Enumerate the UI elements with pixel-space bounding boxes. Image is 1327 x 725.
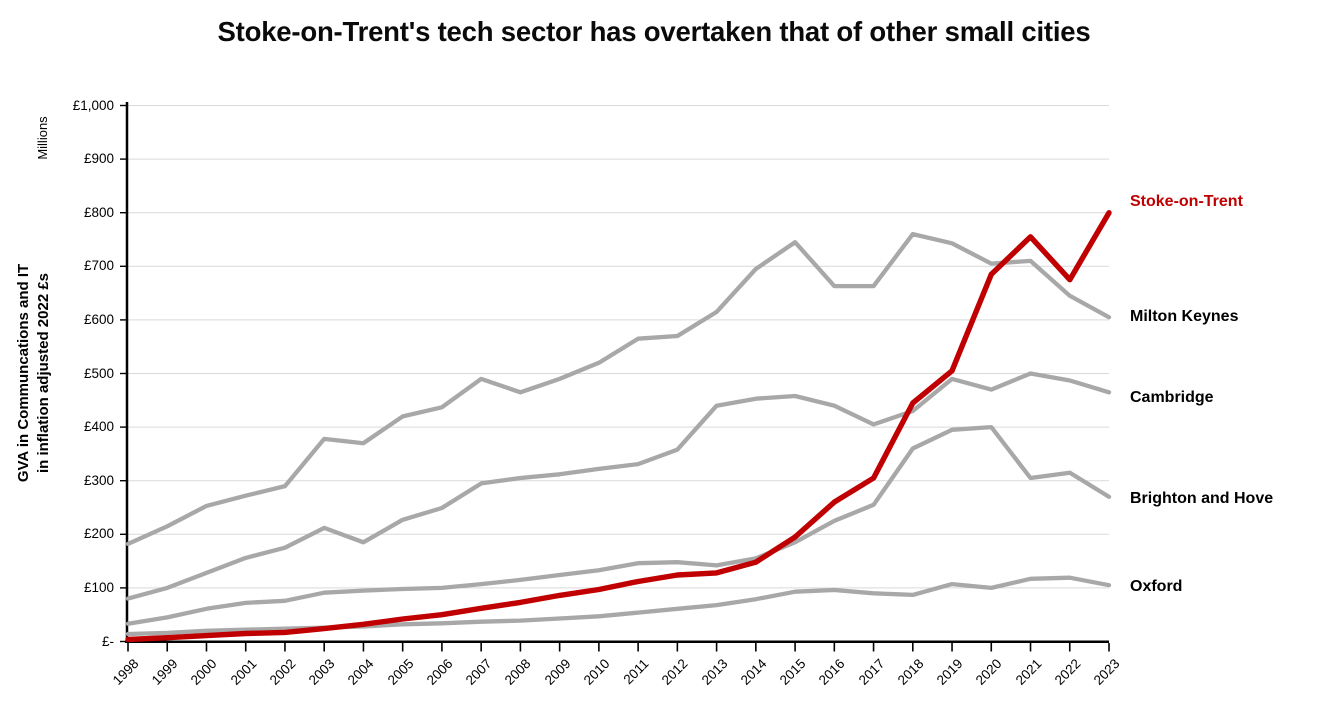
series-line-oxford xyxy=(125,575,1112,637)
series-line-milton-keynes xyxy=(125,231,1112,547)
y-tick-label: £- xyxy=(101,633,114,649)
series-label-brighton-and-hove: Brighton and Hove xyxy=(1130,489,1274,507)
y-tick-label: £200 xyxy=(83,526,114,542)
series-label-milton-keynes: Milton Keynes xyxy=(1130,308,1239,326)
y-tick-label: £1,000 xyxy=(72,97,114,113)
y-tick-label: £800 xyxy=(83,204,114,220)
y-tick-label: £300 xyxy=(83,472,114,488)
series-line-brighton-and-hove xyxy=(125,424,1112,626)
series-label-cambridge: Cambridge xyxy=(1130,389,1214,407)
y-tick-label: £600 xyxy=(83,311,114,327)
y-tick-label: £400 xyxy=(83,419,114,435)
y-tick-label: £100 xyxy=(83,579,114,595)
series-label-oxford: Oxford xyxy=(1130,578,1183,596)
series-line-stoke-on-trent xyxy=(125,209,1112,643)
y-tick-label: £900 xyxy=(83,151,114,167)
chart-title: Stoke-on-Trent's tech sector has overtak… xyxy=(217,16,1091,47)
y-tick-label: £700 xyxy=(83,258,114,274)
series-label-stoke-on-trent: Stoke-on-Trent xyxy=(1130,192,1243,210)
y-tick-label: £500 xyxy=(83,365,114,381)
series-line-cambridge xyxy=(125,371,1112,601)
